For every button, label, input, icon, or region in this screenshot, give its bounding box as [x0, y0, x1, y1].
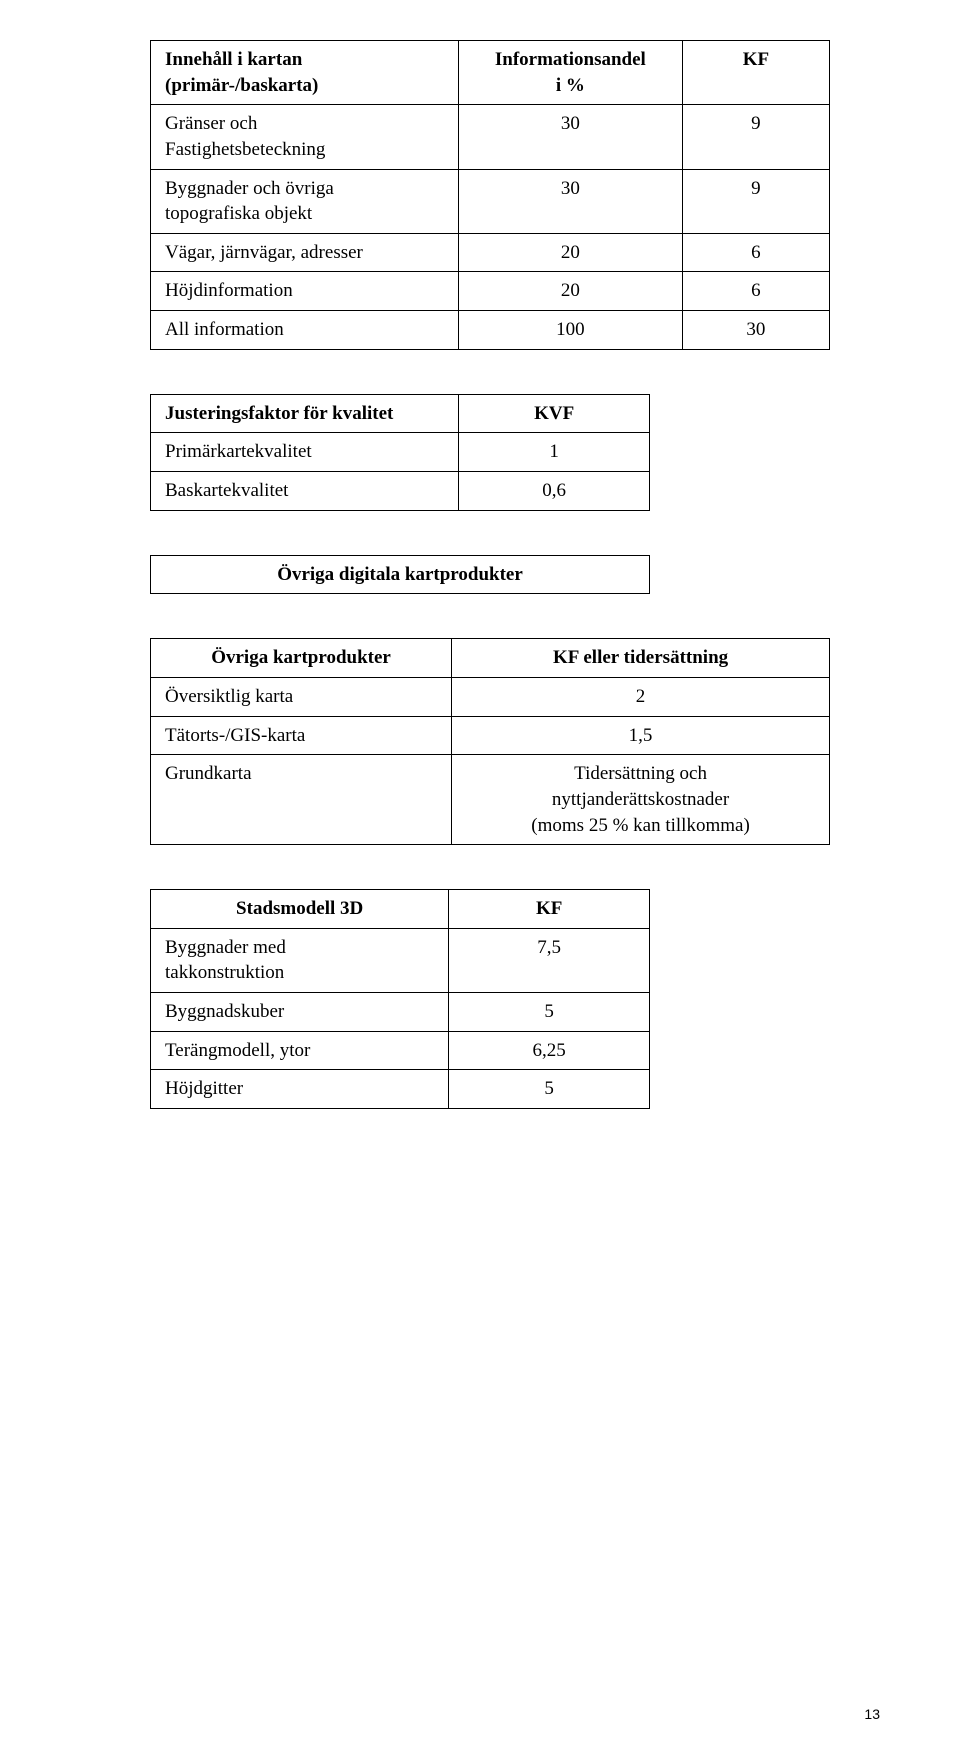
- cell-label: Översiktlig karta: [151, 677, 452, 716]
- table-row: All information 100 30: [151, 311, 830, 350]
- cell-value: 6: [682, 272, 829, 311]
- cell-value: 6: [682, 233, 829, 272]
- page-number: 13: [864, 1706, 880, 1722]
- cell-value: 0,6: [459, 472, 650, 511]
- table-innehall-i-kartan: Innehåll i kartan(primär-/baskarta) Info…: [150, 40, 830, 350]
- col-header-informationsandel: Informationsandeli %: [458, 41, 682, 105]
- table-row: Gränser ochFastighetsbeteckning 30 9: [151, 105, 830, 169]
- table-row: Baskartekvalitet 0,6: [151, 472, 650, 511]
- table-row: Terängmodell, ytor 6,25: [151, 1031, 650, 1070]
- cell-value: 5: [449, 1070, 650, 1109]
- cell-label: Höjdgitter: [151, 1070, 449, 1109]
- cell-value: 6,25: [449, 1031, 650, 1070]
- cell-label: Terängmodell, ytor: [151, 1031, 449, 1070]
- cell-label: Gränser ochFastighetsbeteckning: [151, 105, 459, 169]
- table-ovriga-kartprodukter: Övriga kartprodukter KF eller tidersättn…: [150, 638, 830, 845]
- table-row: Byggnadskuber 5: [151, 993, 650, 1032]
- table-row: Grundkarta Tidersättning ochnyttjanderät…: [151, 755, 830, 845]
- cell-value: 20: [458, 272, 682, 311]
- cell-value: 1,5: [452, 716, 830, 755]
- col-header-kf: KF: [449, 890, 650, 929]
- cell-value: 9: [682, 169, 829, 233]
- table-row: Justeringsfaktor för kvalitet KVF: [151, 394, 650, 433]
- table-row: Byggnader medtakkonstruktion 7,5: [151, 928, 650, 992]
- cell-label: Höjdinformation: [151, 272, 459, 311]
- table-row: Övriga kartprodukter KF eller tidersättn…: [151, 639, 830, 678]
- cell-value: 9: [682, 105, 829, 169]
- cell-label: Byggnadskuber: [151, 993, 449, 1032]
- cell-label: Byggnader och övrigatopografiska objekt: [151, 169, 459, 233]
- col-header-innehall: Innehåll i kartan(primär-/baskarta): [151, 41, 459, 105]
- cell-label: Grundkarta: [151, 755, 452, 845]
- col-header-justeringsfaktor: Justeringsfaktor för kvalitet: [151, 394, 459, 433]
- table-row: Stadsmodell 3D KF: [151, 890, 650, 929]
- cell-value: 5: [449, 993, 650, 1032]
- table-ovriga-digitala-title: Övriga digitala kartprodukter: [150, 555, 650, 595]
- cell-label: Tätorts-/GIS-karta: [151, 716, 452, 755]
- cell-label: Byggnader medtakkonstruktion: [151, 928, 449, 992]
- table-row: Primärkartekvalitet 1: [151, 433, 650, 472]
- cell-value: 7,5: [449, 928, 650, 992]
- cell-label: Baskartekvalitet: [151, 472, 459, 511]
- table-row: Tätorts-/GIS-karta 1,5: [151, 716, 830, 755]
- col-header-ovriga-kartprodukter: Övriga kartprodukter: [151, 639, 452, 678]
- section-title: Övriga digitala kartprodukter: [151, 555, 650, 594]
- table-row: Innehåll i kartan(primär-/baskarta) Info…: [151, 41, 830, 105]
- cell-value: 1: [459, 433, 650, 472]
- cell-value: 2: [452, 677, 830, 716]
- col-header-kf: KF: [682, 41, 829, 105]
- table-row: Vägar, järnvägar, adresser 20 6: [151, 233, 830, 272]
- table-stadsmodell-3d: Stadsmodell 3D KF Byggnader medtakkonstr…: [150, 889, 650, 1109]
- cell-value: 100: [458, 311, 682, 350]
- table-row: Övriga digitala kartprodukter: [151, 555, 650, 594]
- cell-value: 30: [458, 105, 682, 169]
- col-header-kvf: KVF: [459, 394, 650, 433]
- cell-label: Vägar, järnvägar, adresser: [151, 233, 459, 272]
- table-row: Byggnader och övrigatopografiska objekt …: [151, 169, 830, 233]
- table-row: Översiktlig karta 2: [151, 677, 830, 716]
- cell-value: 30: [682, 311, 829, 350]
- cell-label: Primärkartekvalitet: [151, 433, 459, 472]
- table-row: Höjdinformation 20 6: [151, 272, 830, 311]
- page: Innehåll i kartan(primär-/baskarta) Info…: [0, 0, 960, 1762]
- table-row: Höjdgitter 5: [151, 1070, 650, 1109]
- cell-value: Tidersättning ochnyttjanderättskostnader…: [452, 755, 830, 845]
- table-justeringsfaktor: Justeringsfaktor för kvalitet KVF Primär…: [150, 394, 650, 511]
- col-header-stadsmodell: Stadsmodell 3D: [151, 890, 449, 929]
- cell-label: All information: [151, 311, 459, 350]
- cell-value: 30: [458, 169, 682, 233]
- cell-value: 20: [458, 233, 682, 272]
- col-header-kf-eller-tidersattning: KF eller tidersättning: [452, 639, 830, 678]
